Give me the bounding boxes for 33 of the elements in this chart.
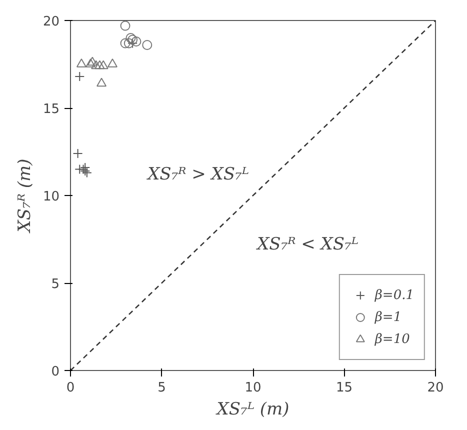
point xyxy=(120,20,130,31)
x-tick-label: 5 xyxy=(158,380,166,396)
point xyxy=(74,72,85,82)
point xyxy=(131,36,142,46)
x-axis-title: XS₇ᴸ (m) xyxy=(214,400,290,420)
x-tick-label: 10 xyxy=(244,380,262,396)
point xyxy=(76,58,86,68)
point xyxy=(96,78,107,87)
y-axis-title: XS₇ᴿ (m) xyxy=(14,158,35,234)
y-tick-label: 20 xyxy=(42,14,60,30)
point xyxy=(98,60,108,70)
point xyxy=(120,38,130,48)
point xyxy=(124,38,134,48)
point xyxy=(128,38,138,48)
point xyxy=(94,60,105,70)
point xyxy=(142,40,152,50)
x-tick-label: 15 xyxy=(336,380,353,396)
annotation: XS₇ᴿ < XS₇ᴸ xyxy=(255,234,358,254)
y-tick-label: 15 xyxy=(42,102,60,117)
legend-label: β=1 xyxy=(374,310,402,324)
legend-label: β=10 xyxy=(374,332,410,346)
point xyxy=(72,148,83,158)
point xyxy=(107,58,118,68)
x-tick-label: 0 xyxy=(66,380,75,396)
legend-label: β=0.1 xyxy=(374,288,414,302)
y-tick-label: 10 xyxy=(42,190,60,204)
y-tick-label: 0 xyxy=(51,364,60,380)
point xyxy=(86,58,96,68)
point xyxy=(91,60,102,70)
y-tick-label: 5 xyxy=(51,277,60,292)
annotation: XS₇ᴿ > XS₇ᴸ xyxy=(146,164,249,184)
point xyxy=(87,56,98,66)
x-tick-label: 20 xyxy=(427,380,444,396)
